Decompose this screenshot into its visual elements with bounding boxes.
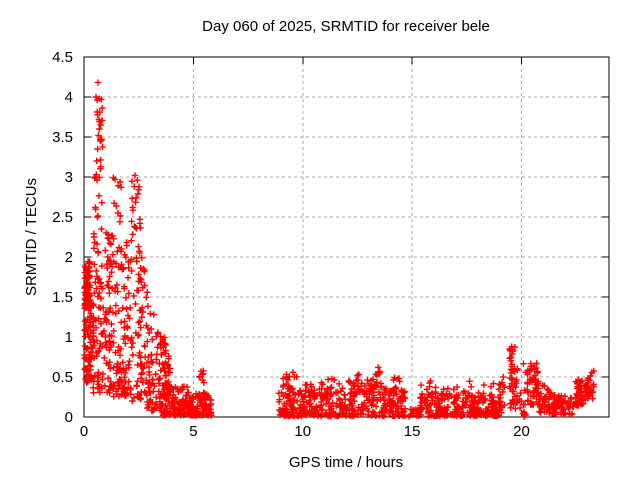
y-tick-label: 3.5: [52, 129, 73, 146]
y-tick-label: 1.5: [52, 289, 73, 306]
x-tick-label: 20: [513, 423, 530, 440]
y-tick-label: 0.5: [52, 369, 73, 386]
y-tick-label: 3: [65, 169, 73, 186]
y-tick-label: 0: [65, 409, 73, 426]
y-tick-label: 4.5: [52, 49, 73, 66]
x-tick-label: 10: [294, 423, 311, 440]
x-axis-label: GPS time / hours: [289, 454, 403, 471]
x-tick-label: 0: [80, 423, 88, 440]
y-tick-label: 2: [65, 249, 73, 266]
x-tick-label: 15: [404, 423, 421, 440]
y-tick-label: 1: [65, 329, 73, 346]
y-tick-label: 4: [65, 89, 73, 106]
scatter-points: [81, 79, 597, 420]
x-tick-label: 5: [189, 423, 197, 440]
y-axis-label: SRMTID / TECUs: [23, 178, 40, 296]
grid-lines: [84, 57, 609, 417]
y-axis-tick-labels: 0 0.5 1 1.5 2 2.5 3 3.5 4 4.5: [52, 49, 73, 426]
y-tick-label: 2.5: [52, 209, 73, 226]
chart-title: Day 060 of 2025, SRMTID for receiver bel…: [202, 18, 490, 35]
x-axis-tick-labels: 0 5 10 15 20: [80, 423, 530, 440]
